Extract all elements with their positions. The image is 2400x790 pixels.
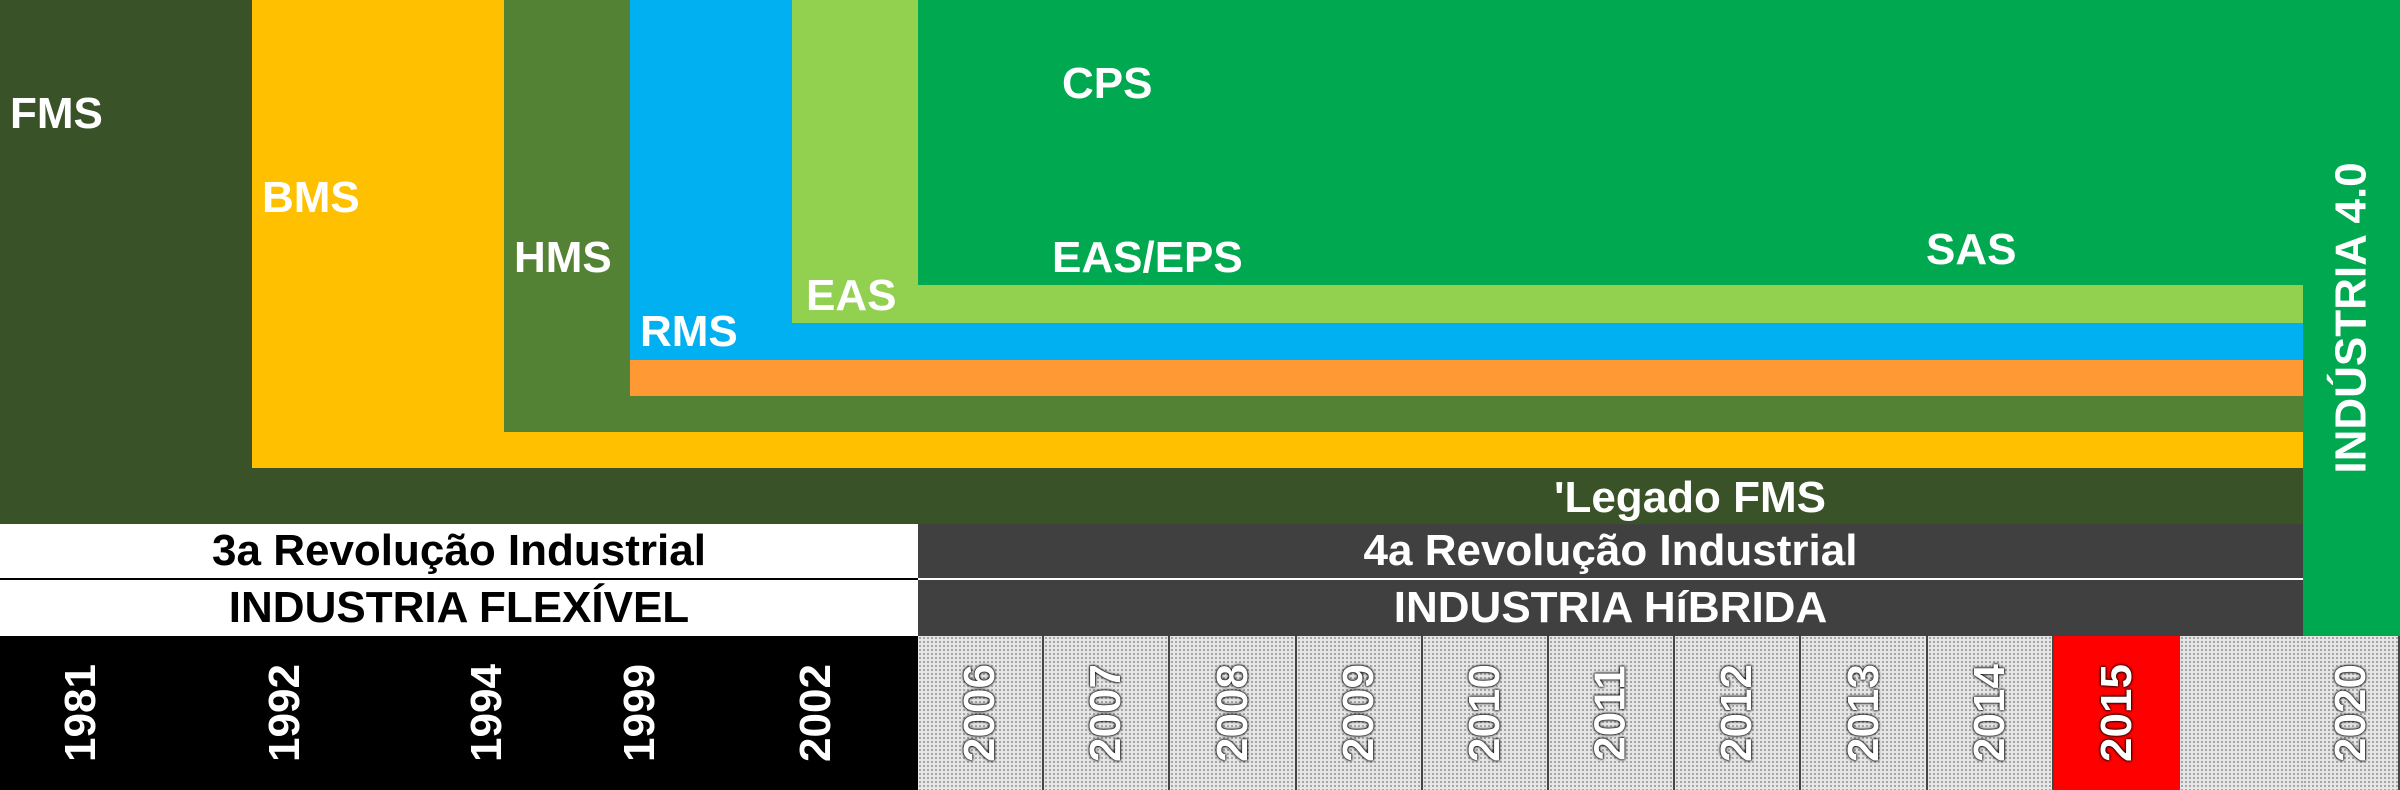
year-label: 1999: [614, 664, 664, 762]
cps-region: [918, 0, 2303, 285]
year-cell-blank: [2180, 636, 2306, 790]
third-revolution-band: 3a Revolução Industrial: [0, 524, 918, 580]
year-label: 2007: [1080, 664, 1130, 762]
industria-4-label: INDÚSTRIA 4.0: [2326, 162, 2376, 474]
year-label: 1994: [461, 664, 511, 762]
year-cell-2013: 2013: [1801, 636, 1928, 790]
year-cell-1994: 1994: [408, 636, 565, 790]
sas-label: SAS: [1926, 225, 2017, 274]
year-label: 1981: [55, 664, 105, 762]
hms-label: HMS: [514, 233, 612, 282]
year-cell-1999: 1999: [565, 636, 714, 790]
year-cell-2007: 2007: [1044, 636, 1170, 790]
bms-label: BMS: [262, 173, 360, 222]
year-cell-2002: 2002: [714, 636, 918, 790]
year-cell-1992: 1992: [162, 636, 408, 790]
year-cell-2008: 2008: [1170, 636, 1297, 790]
year-cell-2014: 2014: [1928, 636, 2054, 790]
eas-eps-label: EAS/EPS: [1052, 233, 1243, 282]
year-cell-2012: 2012: [1675, 636, 1801, 790]
year-label: 2006: [954, 664, 1004, 762]
year-label: 2011: [1586, 665, 1635, 761]
year-cell-2009: 2009: [1297, 636, 1423, 790]
cps-label: CPS: [1062, 59, 1153, 108]
year-cell-2010: 2010: [1423, 636, 1549, 790]
fms-label: FMS: [10, 89, 103, 138]
year-label: 2010: [1459, 664, 1509, 762]
year-label: 2013: [1838, 664, 1888, 762]
legacy-fms-label: 'Legado FMS: [1554, 473, 1827, 522]
eas-label: EAS: [806, 271, 897, 320]
third-industry-band: INDUSTRIA FLEXÍVEL: [0, 580, 918, 636]
year-label: 2009: [1333, 664, 1383, 762]
year-label: 2014: [1964, 664, 2014, 762]
year-label: 2015: [2091, 664, 2141, 762]
year-label: 2020: [2325, 664, 2375, 762]
year-label: 1992: [259, 664, 309, 762]
rms-label: RMS: [640, 307, 738, 356]
year-cell-2011: 2011: [1549, 636, 1675, 790]
year-label: 2002: [790, 664, 840, 762]
industria-4-column: INDÚSTRIA 4.0: [2303, 0, 2400, 636]
fourth-industry-band: INDUSTRIA HíBRIDA: [918, 580, 2303, 636]
year-cell-2006: 2006: [918, 636, 1044, 790]
year-label: 2012: [1711, 664, 1761, 762]
year-cell-2020: 2020: [2303, 636, 2400, 790]
year-cell-1981: 1981: [0, 636, 162, 790]
fourth-revolution-band: 4a Revolução Industrial: [918, 524, 2303, 580]
year-label: 2008: [1207, 664, 1257, 762]
year-cell-2015: 2015: [2054, 636, 2180, 790]
